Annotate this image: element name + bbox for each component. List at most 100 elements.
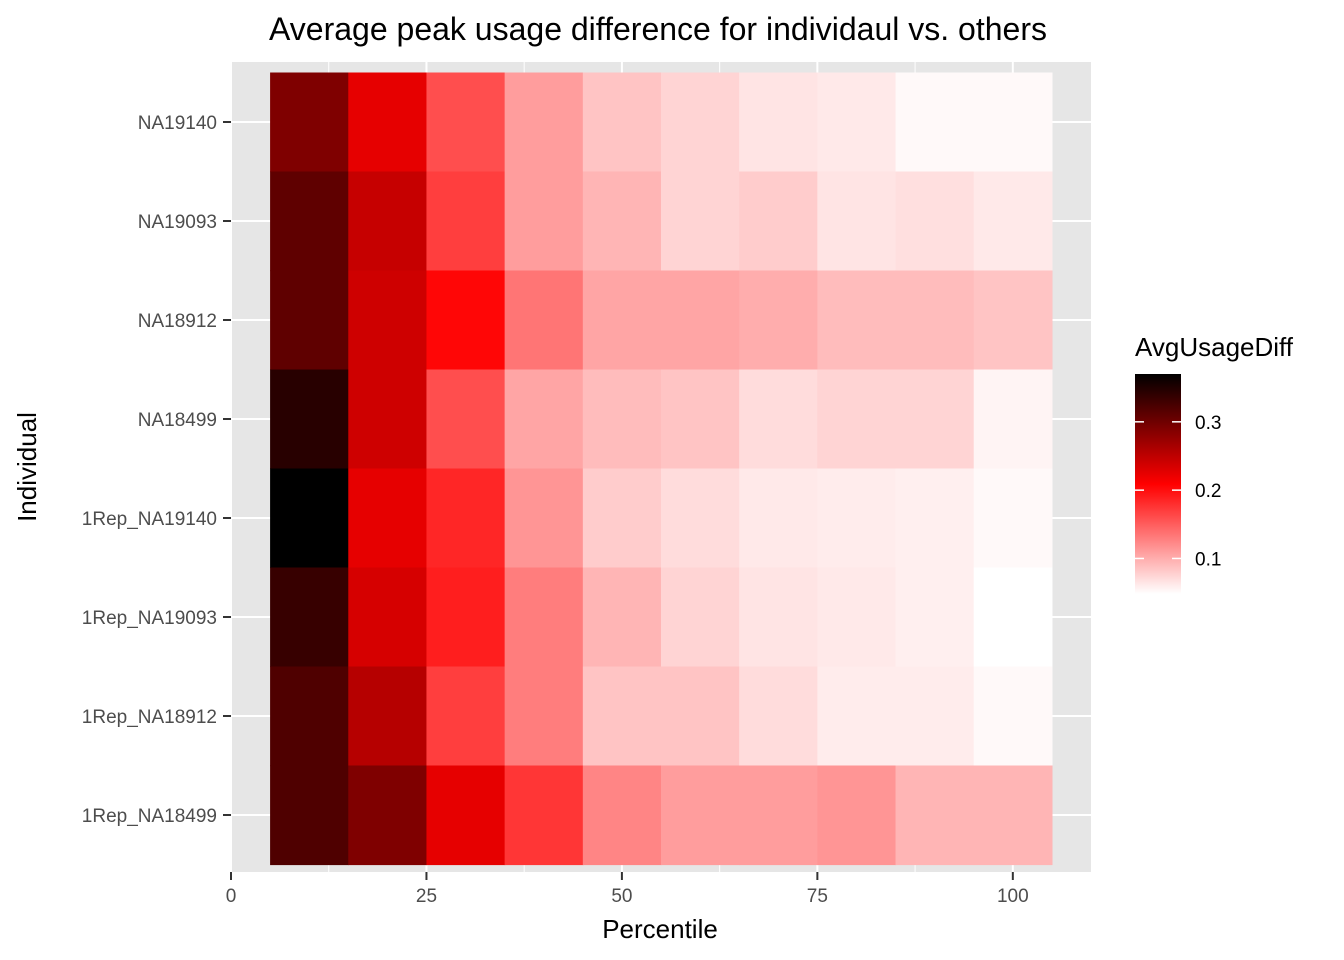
y-axis: NA19140 NA19093 NA18912 NA18499 1Rep_NA19140… <box>82 113 231 827</box>
x-tick-label: 75 <box>807 886 828 907</box>
heatmap-tile <box>270 171 349 272</box>
heatmap-tile <box>348 567 428 668</box>
heatmap-tile <box>895 270 975 371</box>
heatmap-tile <box>504 765 584 866</box>
heatmap-tile <box>582 468 662 569</box>
legend-label: 0.2 <box>1195 481 1221 502</box>
heatmap-tile <box>504 270 584 371</box>
heatmap-tile <box>426 72 506 173</box>
heatmap-tile <box>661 72 740 173</box>
heatmap-tile <box>739 468 818 569</box>
heatmap-tile <box>661 765 740 866</box>
heatmap-tile <box>504 567 584 668</box>
heatmap-tile <box>973 369 1053 470</box>
heatmap-tile <box>661 171 740 272</box>
y-tick-label: NA18499 <box>138 410 217 431</box>
heatmap-tile <box>973 567 1053 668</box>
heatmap-tile <box>973 765 1053 866</box>
heatmap-tile <box>661 270 740 371</box>
heatmap-tile <box>973 72 1053 173</box>
heatmap-tile <box>426 765 506 866</box>
y-tick-label: 1Rep_NA18499 <box>82 806 217 827</box>
heatmap-tile <box>973 468 1053 569</box>
x-tick-label: 50 <box>611 886 632 907</box>
heatmap-tile <box>661 468 740 569</box>
heatmap-tile <box>895 171 975 272</box>
heatmap-tile <box>270 567 349 668</box>
heatmap-tile <box>582 369 662 470</box>
y-tick-label: NA19093 <box>138 212 217 233</box>
heatmap-tile <box>504 72 584 173</box>
heatmap-tile <box>348 468 428 569</box>
x-tick-label: 100 <box>997 886 1029 907</box>
x-tick-label: 0 <box>226 886 237 907</box>
heatmap-tile <box>817 765 897 866</box>
heatmap-tile <box>973 270 1053 371</box>
heatmap-tile <box>270 369 349 470</box>
y-tick-label: 1Rep_NA19093 <box>82 608 217 629</box>
x-axis: 0 25 50 75 100 <box>226 872 1029 907</box>
heatmap-tile <box>426 468 506 569</box>
heatmap-tile <box>582 666 662 767</box>
heatmap-tile <box>973 171 1053 272</box>
heatmap-tile <box>582 567 662 668</box>
heatmap-tile <box>895 666 975 767</box>
heatmap-tile <box>426 171 506 272</box>
heatmap-tile <box>504 171 584 272</box>
heatmap-tile <box>582 72 662 173</box>
chart-title: Average peak usage difference for indivi… <box>269 11 1047 47</box>
heatmap-tile <box>817 567 897 668</box>
legend-title: AvgUsageDiff <box>1135 332 1294 362</box>
heatmap-tile <box>426 270 506 371</box>
heatmap-tile <box>739 666 818 767</box>
y-tick-label: NA19140 <box>138 113 217 134</box>
x-tick-label: 25 <box>416 886 437 907</box>
heatmap-tile <box>270 72 349 173</box>
heatmap-tile <box>504 369 584 470</box>
heatmap-tile <box>348 765 428 866</box>
y-axis-title: Individual <box>12 412 42 522</box>
heatmap-tile <box>270 468 349 569</box>
heatmap-tile <box>973 666 1053 767</box>
heatmap-tile <box>817 72 897 173</box>
heatmap-tiles <box>270 72 1053 866</box>
heatmap-tile <box>895 765 975 866</box>
heatmap-tile <box>895 468 975 569</box>
x-axis-title: Percentile <box>602 914 718 944</box>
heatmap-tile <box>504 666 584 767</box>
heatmap-tile <box>661 666 740 767</box>
heatmap-tile <box>895 369 975 470</box>
heatmap-tile <box>739 171 818 272</box>
y-tick-label: 1Rep_NA18912 <box>82 707 217 728</box>
heatmap-tile <box>582 270 662 371</box>
heatmap-tile <box>270 270 349 371</box>
heatmap-tile <box>270 666 349 767</box>
heatmap-tile <box>348 171 428 272</box>
heatmap-tile <box>739 567 818 668</box>
legend-label: 0.1 <box>1195 549 1221 570</box>
heatmap-tile <box>661 369 740 470</box>
heatmap-tile <box>739 72 818 173</box>
heatmap-tile <box>426 567 506 668</box>
heatmap-tile <box>817 369 897 470</box>
heatmap-tile <box>504 468 584 569</box>
heatmap-tile <box>348 270 428 371</box>
heatmap-tile <box>895 72 975 173</box>
heatmap-tile <box>817 270 897 371</box>
legend-colorbar <box>1135 374 1181 594</box>
heatmap-tile <box>895 567 975 668</box>
heatmap-tile <box>348 369 428 470</box>
heatmap-tile <box>582 171 662 272</box>
heatmap-tile <box>426 369 506 470</box>
heatmap-tile <box>739 369 818 470</box>
heatmap-tile <box>739 270 818 371</box>
heatmap-tile <box>348 72 428 173</box>
y-tick-label: NA18912 <box>138 311 217 332</box>
heatmap-tile <box>817 171 897 272</box>
y-tick-label: 1Rep_NA19140 <box>82 509 217 530</box>
heatmap-tile <box>661 567 740 668</box>
heatmap-tile <box>348 666 428 767</box>
heatmap-tile <box>426 666 506 767</box>
color-legend: AvgUsageDiff 0.1 0.2 0.3 <box>1135 332 1294 594</box>
